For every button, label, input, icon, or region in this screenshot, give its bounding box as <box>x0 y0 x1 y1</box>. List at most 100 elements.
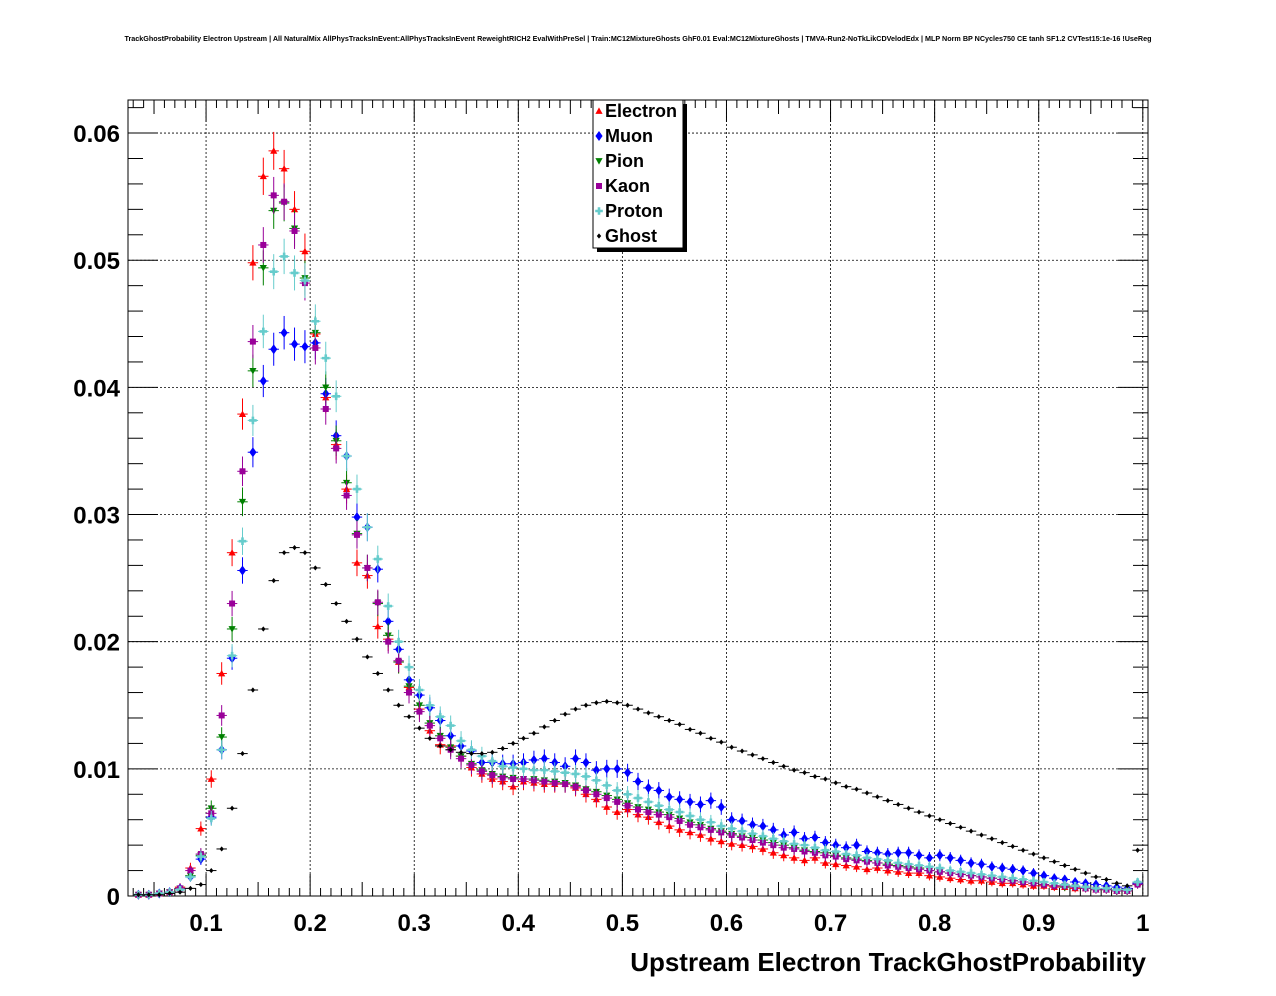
data-point <box>269 267 278 276</box>
data-point <box>280 165 288 172</box>
x-tick-label: 0.6 <box>710 910 743 937</box>
data-point <box>426 722 433 729</box>
data-point <box>551 779 558 786</box>
data-point <box>791 767 797 773</box>
data-point <box>613 763 621 774</box>
data-point <box>458 755 465 762</box>
data-point <box>967 857 975 868</box>
data-point <box>1029 876 1038 885</box>
data-point <box>363 523 372 532</box>
data-point <box>1019 865 1027 876</box>
data-point <box>655 785 663 796</box>
data-point <box>1133 878 1142 886</box>
data-point <box>771 759 776 766</box>
data-point <box>842 850 850 858</box>
data-point <box>977 870 986 879</box>
data-point <box>238 565 247 576</box>
data-point <box>728 840 736 847</box>
data-point <box>989 836 995 842</box>
data-point <box>198 881 204 888</box>
data-point <box>426 701 434 710</box>
data-point <box>136 892 141 898</box>
data-point <box>530 766 538 774</box>
data-point <box>832 860 840 868</box>
data-point <box>552 717 557 724</box>
data-point <box>842 842 850 853</box>
data-point <box>988 861 996 872</box>
legend-marker-electron <box>595 107 603 114</box>
data-point <box>936 864 944 872</box>
data-point <box>406 689 413 696</box>
data-point <box>146 892 152 898</box>
data-point <box>313 565 318 571</box>
data-point <box>760 756 766 762</box>
data-point <box>790 854 798 861</box>
data-point <box>896 801 901 808</box>
data-point <box>239 468 246 475</box>
data-point <box>686 828 694 836</box>
data-point <box>531 730 537 736</box>
data-point <box>438 743 443 749</box>
x-tick-label: 1 <box>1136 910 1149 937</box>
data-point <box>873 855 882 863</box>
data-point <box>270 192 277 199</box>
data-point <box>1104 876 1109 883</box>
data-point <box>572 783 579 790</box>
data-point <box>365 654 370 660</box>
data-point <box>281 550 287 556</box>
data-point <box>540 766 549 774</box>
data-point <box>188 885 193 891</box>
data-point <box>977 859 986 870</box>
data-point <box>280 327 288 338</box>
data-point <box>696 831 705 838</box>
data-point <box>281 198 288 205</box>
x-tick-label: 0.5 <box>606 910 639 937</box>
data-point <box>561 768 569 777</box>
data-point <box>812 773 818 780</box>
legend-label-electron: Electron <box>605 101 677 121</box>
data-point <box>1112 885 1121 894</box>
data-point <box>343 492 350 499</box>
data-point <box>988 871 996 880</box>
data-point <box>842 861 850 869</box>
data-point <box>301 341 309 352</box>
y-tick-label: 0 <box>107 884 120 911</box>
data-point <box>187 867 194 874</box>
data-point <box>249 447 257 458</box>
data-point <box>469 750 474 757</box>
data-point <box>863 854 871 862</box>
data-point <box>593 791 600 798</box>
data-point <box>302 550 308 556</box>
data-point <box>333 600 339 607</box>
data-point <box>354 636 360 642</box>
data-point <box>644 798 653 806</box>
data-point <box>353 512 361 523</box>
data-point <box>769 824 777 835</box>
data-point <box>925 852 934 863</box>
y-tick-label: 0.03 <box>73 503 120 530</box>
data-point <box>209 867 214 874</box>
data-point <box>259 172 267 180</box>
data-point <box>852 863 861 870</box>
data-point <box>521 735 526 741</box>
data-point <box>1041 855 1047 861</box>
data-point <box>301 247 309 255</box>
data-point <box>291 227 298 234</box>
data-point <box>645 809 652 816</box>
data-point <box>261 626 266 632</box>
data-point <box>665 805 674 814</box>
legend-label-proton: Proton <box>605 201 663 221</box>
data-point <box>719 739 724 745</box>
data-point <box>321 354 330 362</box>
data-point <box>530 777 537 784</box>
x-tick-label: 0.2 <box>293 910 326 937</box>
data-point <box>290 205 299 213</box>
data-point <box>854 786 859 792</box>
data-point <box>562 711 568 717</box>
data-point <box>177 889 183 895</box>
data-point <box>894 847 902 858</box>
data-point <box>207 775 215 782</box>
data-point <box>375 670 380 677</box>
data-point <box>342 452 351 460</box>
data-point <box>271 578 276 584</box>
